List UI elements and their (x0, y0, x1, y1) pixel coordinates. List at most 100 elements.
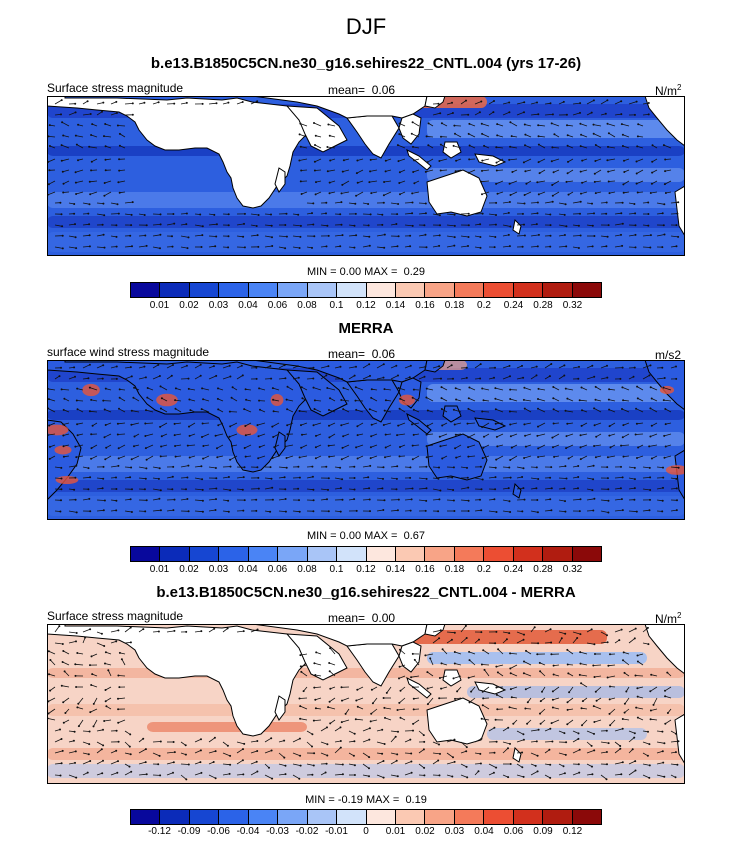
wind-stress-vector-head (493, 246, 496, 249)
wind-stress-vector-head (284, 498, 287, 500)
wind-stress-vector (202, 398, 210, 402)
wind-stress-vector-head (258, 446, 261, 448)
wind-stress-vector-head (661, 730, 664, 733)
wind-stress-vector-head (131, 102, 134, 105)
wind-stress-vector (47, 433, 56, 436)
wind-stress-vector (656, 377, 665, 380)
wind-stress-vector (110, 630, 119, 633)
wind-stress-vector-head (634, 769, 637, 772)
wind-stress-vector-head (270, 477, 273, 480)
wind-stress-vector-head (171, 475, 174, 478)
wind-stress-vector-head (427, 122, 430, 125)
wind-stress-vector (446, 752, 454, 758)
wind-stress-vector-head (535, 223, 538, 226)
wind-stress-vector-head (384, 170, 387, 173)
wind-stress-vector-head (451, 101, 453, 104)
wind-stress-vector-head (395, 477, 398, 480)
wind-stress-vector-head (49, 689, 52, 692)
wind-stress-vector-head (592, 478, 595, 481)
wind-stress-vector-head (608, 698, 611, 701)
wind-stress-vector-head (439, 445, 442, 448)
wind-stress-vector-head (271, 457, 274, 459)
wind-stress-vector-head (438, 365, 441, 368)
wind-stress-vector (110, 760, 119, 765)
wind-stress-vector (482, 158, 490, 161)
wind-stress-vector-head (568, 691, 571, 694)
wind-stress-vector-head (118, 132, 121, 135)
wind-stress-vector-head (284, 773, 287, 776)
wind-stress-vector-head (592, 132, 595, 135)
wind-stress-vector (538, 124, 546, 127)
wind-stress-vector-head (231, 445, 233, 447)
colorbar-tick-label: 0.16 (415, 564, 435, 575)
wind-stress-vector-head (341, 773, 344, 776)
wind-stress-vector (328, 444, 336, 447)
wind-stress-vector (117, 422, 126, 425)
wind-stress-vector-head (605, 751, 608, 753)
wind-stress-vector (496, 694, 504, 699)
wind-stress-vector (49, 455, 56, 460)
map-high-stress-patch (270, 394, 284, 406)
map-shade-band (47, 496, 685, 516)
colorbar-tick-label: 0.03 (208, 564, 229, 575)
wind-stress-vector (614, 113, 622, 116)
wind-stress-vector-head (495, 146, 498, 149)
panel-2-map (47, 360, 685, 520)
wind-stress-vector-head (453, 651, 456, 653)
wind-stress-vector-head (88, 245, 91, 248)
wind-stress-vector-head (620, 773, 623, 776)
wind-stress-vector-head (440, 122, 443, 125)
wind-stress-vector-head (483, 144, 486, 147)
wind-stress-vector-head (74, 498, 77, 501)
wind-stress-vector-head (422, 734, 425, 737)
wind-stress-vector (229, 455, 238, 461)
wind-stress-vector-head (395, 223, 398, 225)
wind-stress-vector (390, 375, 399, 380)
wind-stress-vector (509, 411, 518, 413)
wind-stress-vector-head (314, 446, 317, 449)
wind-stress-vector-head (552, 673, 555, 676)
wind-stress-vector-head (353, 246, 356, 249)
wind-stress-vector-head (580, 424, 583, 427)
wind-stress-vector (530, 510, 538, 513)
wind-stress-vector (404, 212, 413, 215)
wind-stress-vector-head (634, 233, 637, 236)
wind-stress-vector-head (270, 377, 273, 380)
wind-stress-vector (567, 169, 574, 174)
wind-stress-vector-head (507, 211, 510, 214)
wind-stress-vector-head (105, 705, 108, 708)
wind-stress-vector-head (633, 478, 636, 481)
wind-stress-vector (412, 719, 420, 725)
wind-stress-vector (502, 111, 510, 116)
wind-stress-vector (236, 101, 243, 105)
wind-stress-vector-head (256, 770, 259, 773)
wind-stress-vector-head (466, 466, 468, 469)
wind-stress-vector-head (675, 377, 678, 380)
wind-stress-vector (299, 158, 308, 161)
wind-stress-vector-head (594, 398, 597, 401)
wind-stress-vector-head (662, 224, 665, 227)
wind-stress-vector-head (453, 213, 456, 216)
wind-stress-vector-head (651, 144, 654, 147)
wind-stress-vector-head (382, 376, 385, 379)
wind-stress-vector-head (552, 386, 555, 388)
wind-stress-vector-head (381, 213, 384, 216)
wind-stress-vector (418, 763, 425, 769)
wind-stress-vector (194, 375, 201, 380)
wind-stress-vector (166, 761, 174, 765)
wind-stress-vector-head (452, 377, 454, 380)
wind-stress-vector-head (298, 499, 300, 502)
wind-stress-vector-head (90, 447, 93, 450)
wind-stress-vector (292, 774, 300, 780)
wind-stress-vector-head (594, 144, 597, 146)
wind-stress-vector (329, 670, 336, 677)
wind-stress-vector-head (200, 465, 203, 468)
wind-stress-vector-head (326, 224, 329, 227)
wind-stress-vector-head (553, 133, 556, 136)
wind-stress-vector (572, 235, 581, 237)
map-landmass (424, 96, 446, 109)
wind-stress-vector-head (145, 499, 148, 502)
wind-stress-vector-head (187, 763, 190, 766)
wind-stress-vector (131, 455, 140, 460)
wind-stress-vector-head (593, 212, 595, 215)
